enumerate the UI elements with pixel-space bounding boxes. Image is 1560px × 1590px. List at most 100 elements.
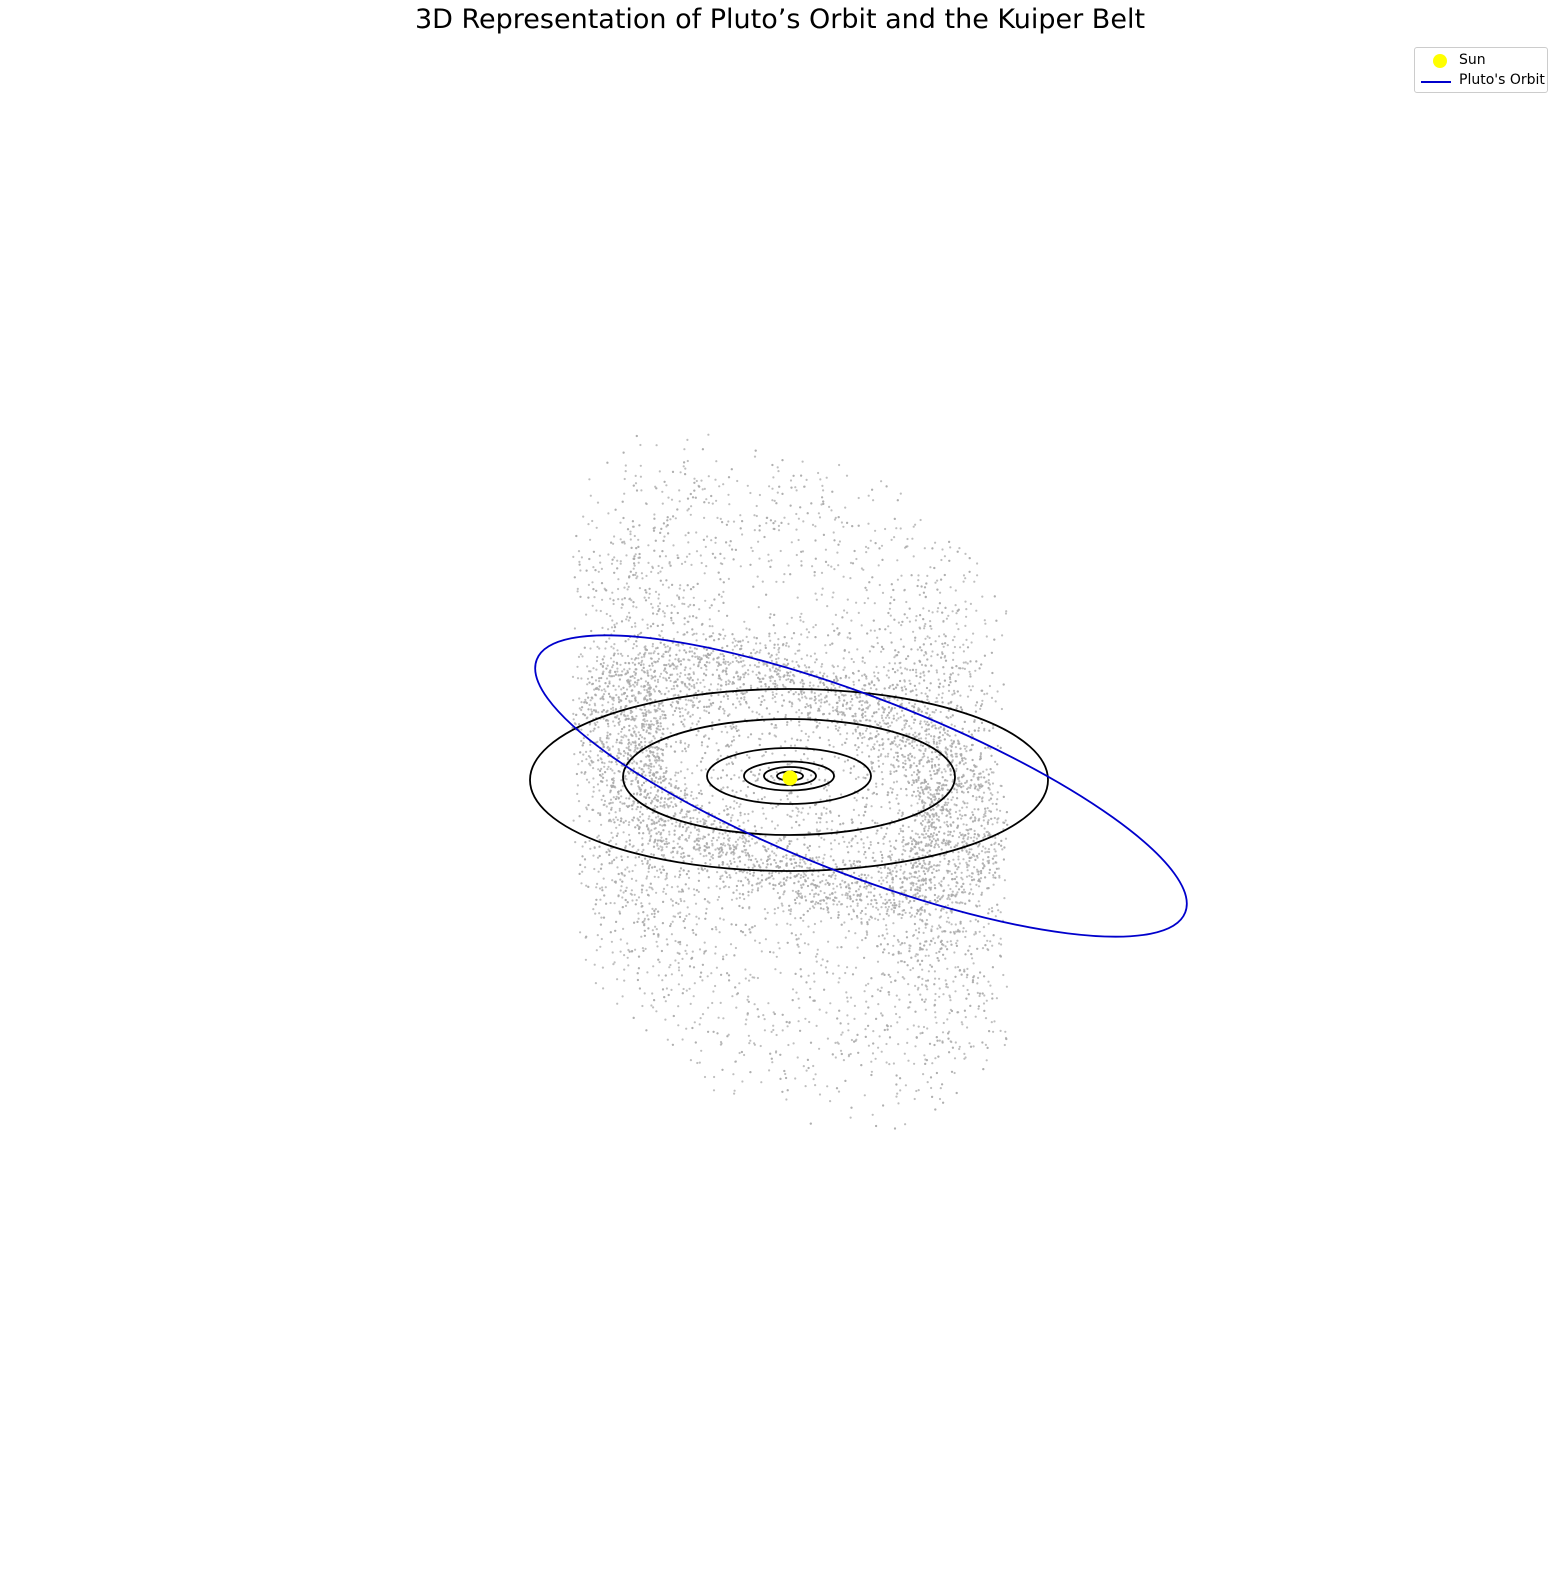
kuiper-belt-point bbox=[880, 480, 883, 483]
kuiper-belt-point bbox=[687, 836, 691, 839]
kuiper-belt-point bbox=[953, 725, 956, 728]
kuiper-belt-point bbox=[829, 1100, 832, 1103]
kuiper-belt-point bbox=[861, 732, 865, 735]
kuiper-belt-point bbox=[588, 820, 591, 823]
kuiper-belt-point bbox=[661, 710, 664, 713]
kuiper-belt-point bbox=[924, 749, 927, 753]
kuiper-belt-point bbox=[903, 942, 906, 945]
kuiper-belt-point bbox=[1004, 1030, 1007, 1033]
kuiper-belt-point bbox=[888, 993, 891, 996]
kuiper-belt-point bbox=[626, 942, 629, 945]
kuiper-belt-point bbox=[938, 987, 941, 990]
kuiper-belt-point bbox=[611, 879, 614, 882]
kuiper-belt-point bbox=[677, 643, 680, 646]
kuiper-belt-point bbox=[699, 789, 703, 792]
kuiper-belt-point bbox=[691, 722, 694, 725]
kuiper-belt-point bbox=[975, 609, 978, 612]
kuiper-belt-point bbox=[674, 740, 678, 744]
kuiper-belt-point bbox=[696, 655, 699, 658]
kuiper-belt-point bbox=[611, 801, 614, 804]
kuiper-belt-point bbox=[928, 689, 931, 692]
kuiper-belt-point bbox=[934, 727, 937, 730]
kuiper-belt-point bbox=[771, 807, 774, 810]
kuiper-belt-point bbox=[699, 554, 702, 557]
kuiper-belt-point bbox=[680, 899, 683, 903]
kuiper-belt-point bbox=[971, 811, 974, 814]
kuiper-belt-point bbox=[988, 908, 991, 911]
kuiper-belt-point bbox=[735, 889, 738, 892]
kuiper-belt-point bbox=[983, 729, 986, 732]
kuiper-belt-point bbox=[933, 735, 936, 738]
kuiper-belt-point bbox=[915, 1089, 918, 1093]
kuiper-belt-point bbox=[906, 1041, 909, 1044]
kuiper-belt-point bbox=[880, 805, 883, 809]
kuiper-belt-point bbox=[957, 965, 960, 969]
kuiper-belt-point bbox=[675, 667, 678, 670]
kuiper-belt-point bbox=[863, 853, 866, 856]
kuiper-belt-point bbox=[635, 571, 638, 574]
kuiper-belt-point bbox=[693, 683, 696, 687]
kuiper-belt-point bbox=[657, 815, 660, 818]
kuiper-belt-point bbox=[689, 726, 693, 730]
kuiper-belt-point bbox=[707, 886, 710, 889]
kuiper-belt-point bbox=[661, 713, 664, 716]
kuiper-belt-point bbox=[828, 897, 832, 900]
kuiper-belt-point bbox=[774, 700, 777, 704]
kuiper-belt-point bbox=[732, 807, 736, 810]
kuiper-belt-point bbox=[731, 723, 734, 726]
kuiper-belt-point bbox=[962, 984, 965, 988]
kuiper-belt-point bbox=[743, 828, 746, 831]
kuiper-belt-point bbox=[965, 745, 968, 748]
kuiper-belt-point bbox=[928, 838, 932, 841]
kuiper-belt-point bbox=[891, 881, 894, 884]
kuiper-belt-point bbox=[917, 870, 920, 873]
kuiper-belt-point bbox=[867, 597, 870, 600]
kuiper-belt-point bbox=[696, 820, 699, 824]
kuiper-belt-point bbox=[861, 736, 864, 740]
kuiper-belt-point bbox=[714, 984, 717, 988]
kuiper-belt-point bbox=[875, 665, 878, 669]
kuiper-belt-point bbox=[812, 731, 815, 734]
kuiper-belt-point bbox=[811, 858, 814, 861]
kuiper-belt-point bbox=[879, 867, 882, 870]
kuiper-belt-point bbox=[801, 682, 805, 685]
kuiper-belt-point bbox=[700, 561, 703, 565]
kuiper-belt-point bbox=[901, 841, 904, 844]
kuiper-belt-point bbox=[648, 863, 652, 867]
kuiper-belt-point bbox=[639, 815, 642, 818]
kuiper-belt-point bbox=[624, 470, 627, 473]
kuiper-belt-point bbox=[670, 784, 673, 788]
kuiper-belt-point bbox=[625, 886, 628, 889]
kuiper-belt-point bbox=[892, 1062, 896, 1065]
kuiper-belt-point bbox=[923, 627, 926, 630]
kuiper-belt-point bbox=[688, 834, 691, 838]
kuiper-belt-point bbox=[657, 799, 660, 802]
kuiper-belt-point bbox=[663, 535, 666, 538]
kuiper-belt-point bbox=[953, 1057, 957, 1060]
kuiper-belt-point bbox=[1002, 973, 1005, 977]
kuiper-belt-point bbox=[804, 874, 808, 877]
kuiper-belt-point bbox=[666, 645, 669, 648]
kuiper-belt-point bbox=[846, 1000, 849, 1003]
kuiper-belt-point bbox=[653, 513, 656, 516]
kuiper-belt-point bbox=[595, 668, 598, 671]
kuiper-belt-point bbox=[776, 824, 779, 827]
kuiper-belt-point bbox=[944, 844, 947, 847]
kuiper-belt-point bbox=[811, 523, 815, 527]
kuiper-belt-point bbox=[779, 798, 782, 801]
kuiper-belt-point bbox=[947, 801, 950, 804]
kuiper-belt-point bbox=[834, 613, 838, 617]
kuiper-belt-point bbox=[823, 672, 826, 675]
kuiper-belt-point bbox=[751, 810, 754, 813]
kuiper-belt-point bbox=[805, 697, 808, 700]
kuiper-belt-point bbox=[668, 659, 671, 662]
kuiper-belt-point bbox=[619, 950, 622, 953]
kuiper-belt-point bbox=[782, 893, 785, 896]
kuiper-belt-point bbox=[692, 816, 695, 820]
kuiper-belt-point bbox=[822, 907, 825, 911]
kuiper-belt-point bbox=[896, 745, 899, 748]
kuiper-belt-point bbox=[805, 478, 808, 481]
kuiper-belt-point bbox=[832, 709, 835, 712]
kuiper-belt-point bbox=[944, 747, 947, 750]
